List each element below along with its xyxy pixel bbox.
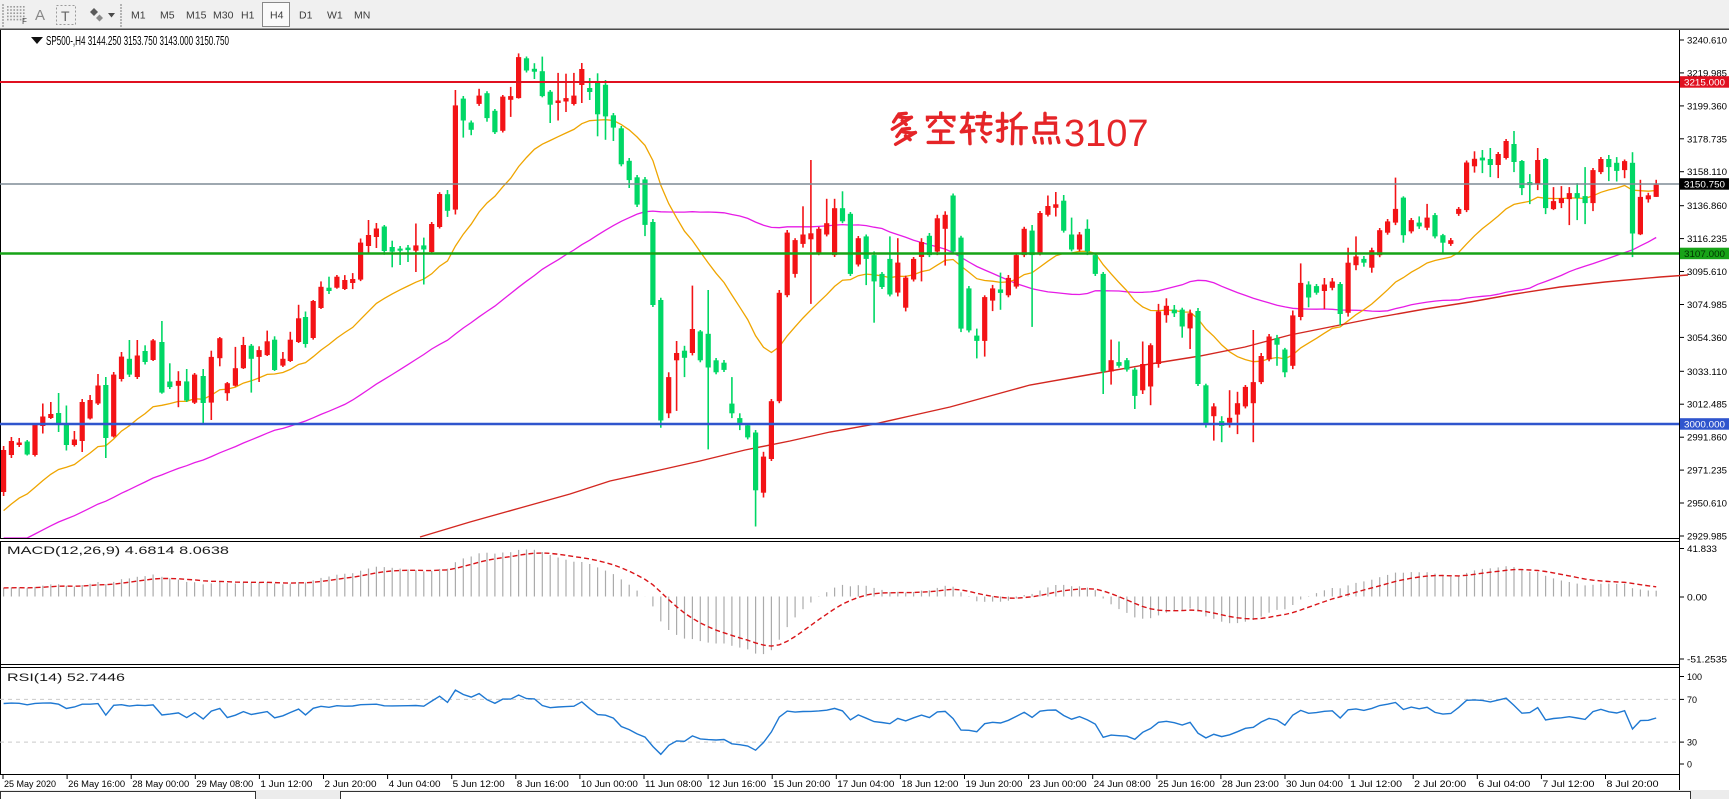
svg-text:4 Jun 04:00: 4 Jun 04:00 bbox=[389, 779, 441, 790]
svg-text:3199.360: 3199.360 bbox=[1687, 101, 1727, 112]
svg-text:0: 0 bbox=[1687, 760, 1692, 771]
svg-text:M5: M5 bbox=[160, 10, 175, 22]
svg-text:28 Jun 23:00: 28 Jun 23:00 bbox=[1222, 779, 1279, 790]
svg-text:M15: M15 bbox=[186, 10, 207, 22]
svg-text:70: 70 bbox=[1687, 695, 1697, 706]
svg-text:3074.985: 3074.985 bbox=[1687, 300, 1727, 311]
svg-text:T: T bbox=[61, 8, 70, 24]
svg-text:3095.610: 3095.610 bbox=[1687, 267, 1727, 278]
svg-text:11 Jun 08:00: 11 Jun 08:00 bbox=[645, 779, 702, 790]
svg-text:2991.860: 2991.860 bbox=[1687, 433, 1727, 444]
svg-text:W1: W1 bbox=[327, 10, 343, 22]
svg-text:2929.985: 2929.985 bbox=[1687, 532, 1727, 543]
svg-text:3215.000: 3215.000 bbox=[1684, 78, 1725, 89]
svg-text:2971.235: 2971.235 bbox=[1687, 466, 1727, 477]
svg-text:1 Jun 12:00: 1 Jun 12:00 bbox=[260, 779, 312, 790]
svg-text:2 Jun 20:00: 2 Jun 20:00 bbox=[325, 779, 377, 790]
svg-text:3219.985: 3219.985 bbox=[1687, 68, 1727, 79]
svg-text:6 Jul 04:00: 6 Jul 04:00 bbox=[1478, 779, 1530, 790]
svg-text:19 Jun 20:00: 19 Jun 20:00 bbox=[966, 779, 1023, 790]
svg-text:3116.235: 3116.235 bbox=[1687, 234, 1727, 245]
svg-text:2950.610: 2950.610 bbox=[1687, 499, 1727, 510]
svg-text:30: 30 bbox=[1687, 738, 1697, 749]
svg-text:23 Jun 00:00: 23 Jun 00:00 bbox=[1030, 779, 1087, 790]
svg-text:SP500-,H4 3144.250 3153.750 3: SP500-,H4 3144.250 3153.750 3143.000 315… bbox=[46, 34, 229, 48]
svg-text:3033.110: 3033.110 bbox=[1687, 367, 1727, 378]
svg-text:0.00: 0.00 bbox=[1687, 593, 1707, 604]
svg-text:24 Jun 08:00: 24 Jun 08:00 bbox=[1094, 779, 1151, 790]
svg-text:15 Jun 20:00: 15 Jun 20:00 bbox=[773, 779, 830, 790]
svg-text:3150.750: 3150.750 bbox=[1684, 180, 1725, 191]
svg-text:MN: MN bbox=[354, 10, 370, 22]
svg-text:3178.735: 3178.735 bbox=[1687, 134, 1727, 145]
svg-text:H1: H1 bbox=[241, 10, 255, 22]
svg-text:26 May 16:00: 26 May 16:00 bbox=[68, 779, 125, 790]
svg-text:17 Jun 04:00: 17 Jun 04:00 bbox=[837, 779, 894, 790]
svg-text:18 Jun 12:00: 18 Jun 12:00 bbox=[901, 779, 958, 790]
svg-text:7 Jul 12:00: 7 Jul 12:00 bbox=[1542, 779, 1594, 790]
svg-text:29 May 08:00: 29 May 08:00 bbox=[196, 779, 253, 790]
svg-text:30 Jun 04:00: 30 Jun 04:00 bbox=[1286, 779, 1343, 790]
svg-text:28 May 00:00: 28 May 00:00 bbox=[132, 779, 189, 790]
svg-text:3107: 3107 bbox=[1064, 113, 1149, 155]
svg-text:D1: D1 bbox=[299, 10, 313, 22]
svg-text:3158.110: 3158.110 bbox=[1687, 167, 1727, 178]
svg-text:3000.000: 3000.000 bbox=[1684, 420, 1725, 431]
svg-text:3012.485: 3012.485 bbox=[1687, 400, 1727, 411]
svg-text:25 May 2020: 25 May 2020 bbox=[4, 779, 56, 790]
svg-text:8 Jul 20:00: 8 Jul 20:00 bbox=[1607, 779, 1659, 790]
svg-text:12 Jun 16:00: 12 Jun 16:00 bbox=[709, 779, 766, 790]
svg-text:2 Jul 20:00: 2 Jul 20:00 bbox=[1414, 779, 1466, 790]
svg-text:100: 100 bbox=[1687, 672, 1702, 683]
svg-text:25 Jun 16:00: 25 Jun 16:00 bbox=[1158, 779, 1215, 790]
svg-text:M30: M30 bbox=[213, 10, 234, 22]
svg-text:5 Jun 12:00: 5 Jun 12:00 bbox=[453, 779, 505, 790]
svg-text:3240.610: 3240.610 bbox=[1687, 36, 1727, 47]
svg-text:8 Jun 16:00: 8 Jun 16:00 bbox=[517, 779, 569, 790]
svg-text:F: F bbox=[22, 17, 27, 26]
svg-text:M1: M1 bbox=[131, 10, 146, 22]
svg-text:MACD(12,26,9) 4.6814 8.0638: MACD(12,26,9) 4.6814 8.0638 bbox=[7, 545, 229, 557]
svg-text:10 Jun 00:00: 10 Jun 00:00 bbox=[581, 779, 638, 790]
svg-text:A: A bbox=[35, 7, 45, 24]
svg-text:RSI(14) 52.7446: RSI(14) 52.7446 bbox=[7, 672, 125, 684]
svg-text:-51.2535: -51.2535 bbox=[1687, 655, 1727, 666]
svg-text:3107.000: 3107.000 bbox=[1684, 249, 1725, 260]
svg-text:H4: H4 bbox=[270, 10, 284, 22]
svg-text:41.833: 41.833 bbox=[1687, 544, 1717, 555]
svg-text:3054.360: 3054.360 bbox=[1687, 333, 1727, 344]
svg-text:3136.860: 3136.860 bbox=[1687, 201, 1727, 212]
svg-text:1 Jul 12:00: 1 Jul 12:00 bbox=[1350, 779, 1402, 790]
